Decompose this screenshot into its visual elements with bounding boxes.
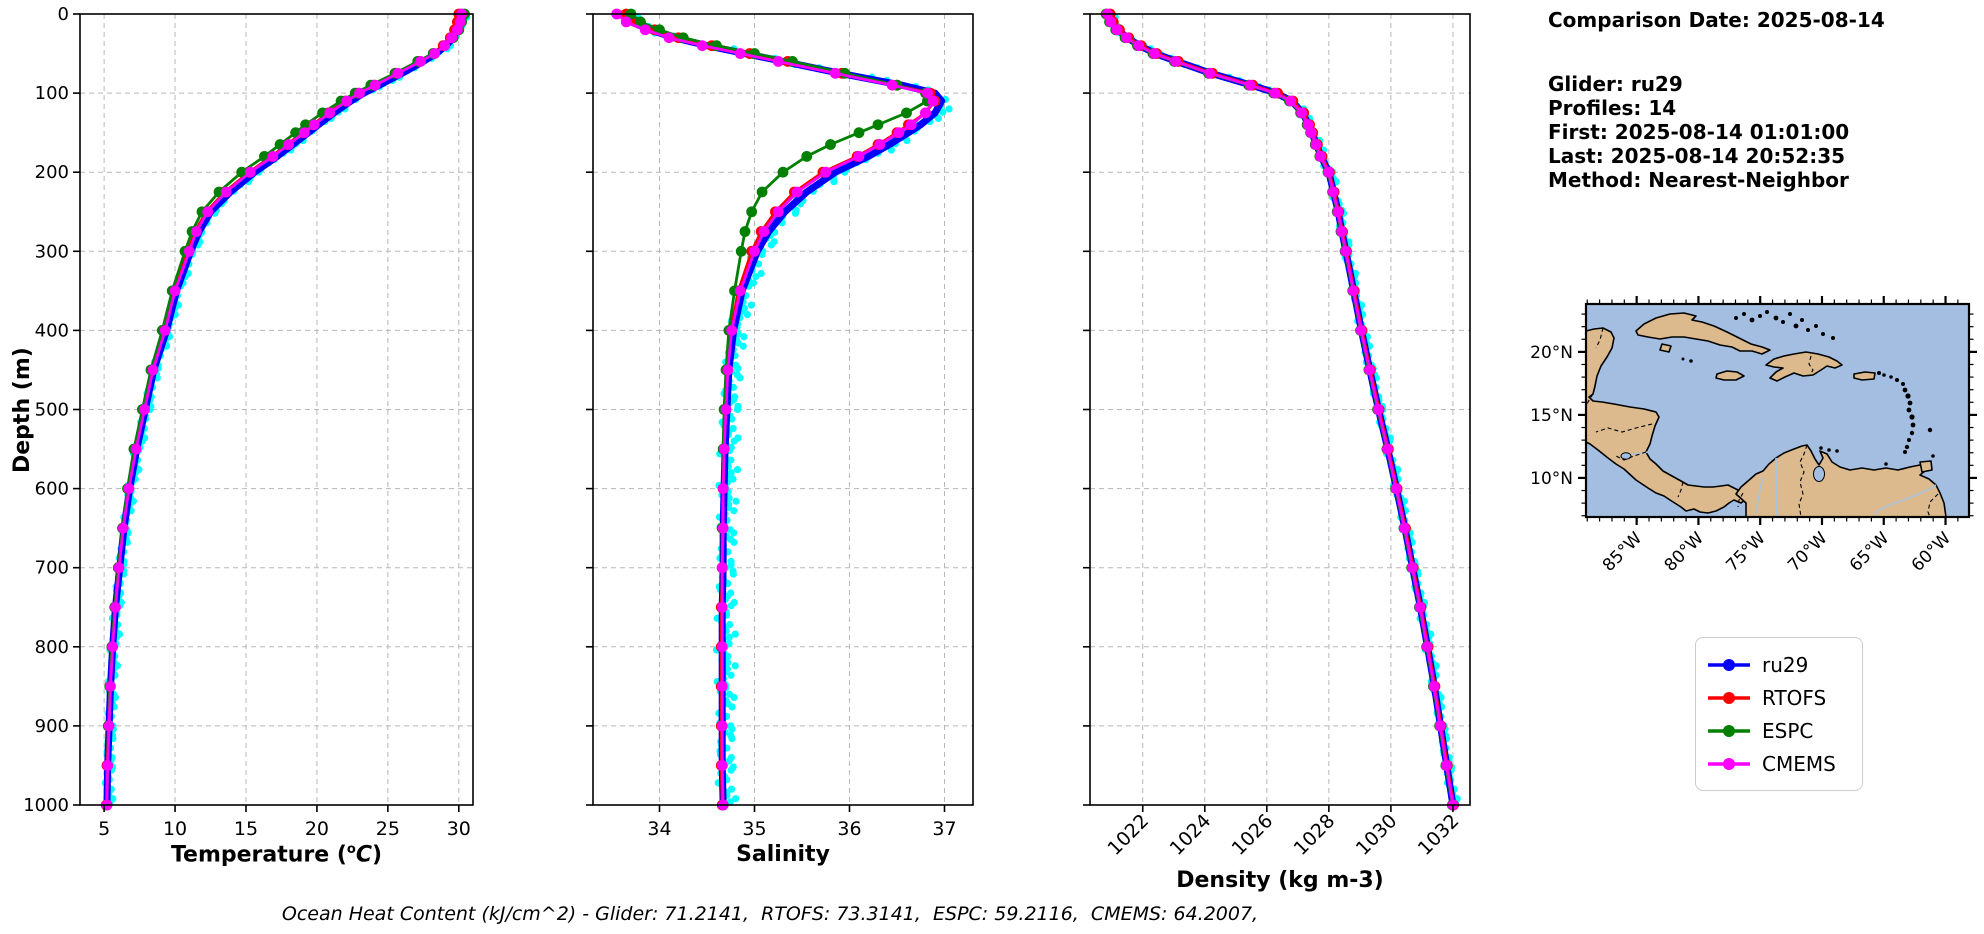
map-lon-label: 70°W <box>1784 528 1831 575</box>
density-tick-label: 1024 <box>1166 810 1216 860</box>
legend-swatch-icon <box>1708 658 1750 671</box>
map-lakes <box>1620 452 1825 482</box>
depth-tick-label: 900 <box>35 716 69 737</box>
depth-tick-label: 200 <box>35 162 69 183</box>
temperature-line-ru29 <box>103 10 466 809</box>
info-line: Comparison Date: 2025-08-14 <box>1548 8 1885 32</box>
info-line: First: 2025-08-14 01:01:00 <box>1548 120 1850 144</box>
density-tick-label: 1022 <box>1104 810 1154 860</box>
legend-item-ru29: ru29 <box>1706 648 1850 681</box>
location-map: 20°N 15°N 10°N 85°W 80°W 75°W 70°W 65°W 60°W <box>1530 296 1977 576</box>
legend-item-rtofs: RTOFS <box>1706 681 1850 714</box>
salinity-line-espc <box>625 8 933 811</box>
temperature-gridlines <box>80 14 473 805</box>
depth-tick-label: 400 <box>35 320 69 341</box>
map-lat-label: 15°N <box>1530 406 1573 426</box>
metadata-panel: Comparison Date: 2025-08-14 Glider: ru29 P… <box>1548 8 1978 192</box>
salinity-axes: 34 35 36 37 <box>586 13 974 840</box>
density-tick-label: 1028 <box>1290 810 1340 860</box>
depth-tick-label: 800 <box>35 637 69 658</box>
legend-swatch-icon <box>1708 691 1750 704</box>
salinity-axis-label: Salinity <box>736 842 830 867</box>
map-lon-label: 60°W <box>1908 528 1955 575</box>
legend-label: ESPC <box>1762 718 1814 743</box>
map-lon-label: 65°W <box>1846 528 1893 575</box>
temperature-line-cmems <box>101 8 468 811</box>
map-lon-label: 80°W <box>1661 528 1708 575</box>
density-tick-label: 1032 <box>1414 810 1464 860</box>
temperature-axis-label: Temperature (oC) <box>170 842 383 868</box>
legend-item-espc: ESPC <box>1706 714 1850 747</box>
density-axis-label: Density (kg m-3) <box>1176 868 1384 893</box>
legend-label: ru29 <box>1762 652 1809 677</box>
info-line: Profiles: 14 <box>1548 96 1677 120</box>
info-line: Last: 2025-08-14 20:52:35 <box>1548 144 1846 168</box>
salinity-tick-label: 34 <box>647 818 671 840</box>
temperature-series <box>100 8 471 811</box>
info-line: Glider: ru29 <box>1548 72 1683 96</box>
map-lon-label: 85°W <box>1599 528 1646 575</box>
density-tick-label: 1030 <box>1352 810 1402 860</box>
salinity-tick-label: 36 <box>837 818 861 840</box>
temperature-tick-label: 30 <box>447 818 471 840</box>
legend-item-cmems: CMEMS <box>1706 747 1850 780</box>
density-tick-label: 1026 <box>1228 810 1278 860</box>
depth-tick-label: 600 <box>35 479 69 500</box>
depth-axis-label: Depth (m) <box>10 347 35 473</box>
legend-swatch-icon <box>1708 757 1750 770</box>
legend: ru29 RTOFS ESPC CMEMS <box>1695 637 1863 791</box>
depth-tick-label: 300 <box>35 241 69 262</box>
depth-tick-label: 700 <box>35 558 69 579</box>
temperature-tick-label: 15 <box>234 818 258 840</box>
depth-tick-label: 500 <box>35 400 69 421</box>
depth-tick-label: 100 <box>35 83 69 104</box>
map-lon-label: 75°W <box>1722 528 1769 575</box>
density-axes: 1022 1024 1026 1028 1030 1032 <box>1083 13 1471 860</box>
temperature-tick-label: 5 <box>98 818 110 840</box>
salinity-series <box>611 8 953 811</box>
map-rivers <box>1630 451 1937 518</box>
salinity-tick-label: 35 <box>742 818 766 840</box>
info-line: Method: Nearest-Neighbor <box>1548 168 1849 192</box>
salinity-tick-label: 37 <box>932 818 956 840</box>
legend-label: RTOFS <box>1762 685 1827 710</box>
ocean-heat-content-caption: Ocean Heat Content (kJ/cm^2) - Glider: 7… <box>281 903 1259 925</box>
map-lat-label: 10°N <box>1530 469 1573 489</box>
density-gridlines <box>1090 14 1470 805</box>
temperature-tick-label: 10 <box>163 818 187 840</box>
map-lat-label: 20°N <box>1530 343 1573 363</box>
density-series <box>1100 8 1461 811</box>
legend-swatch-icon <box>1708 724 1750 737</box>
depth-tick-label: 0 <box>58 4 69 25</box>
legend-label: CMEMS <box>1762 751 1836 776</box>
salinity-line-cmems <box>611 8 939 811</box>
temperature-axes: 0 100 200 300 400 500 600 700 800 900 1000 5 10 15 20 2… <box>23 4 474 840</box>
map-small-islands <box>1681 310 1935 466</box>
map-body: 20°N 15°N 10°N 85°W 80°W 75°W 70°W 65°W 60°W <box>1530 296 1977 576</box>
temperature-tick-label: 25 <box>376 818 400 840</box>
depth-tick-label: 1000 <box>23 795 69 816</box>
temperature-tick-label: 20 <box>305 818 329 840</box>
map-borders <box>1585 327 1939 518</box>
map-land <box>1585 312 1947 518</box>
